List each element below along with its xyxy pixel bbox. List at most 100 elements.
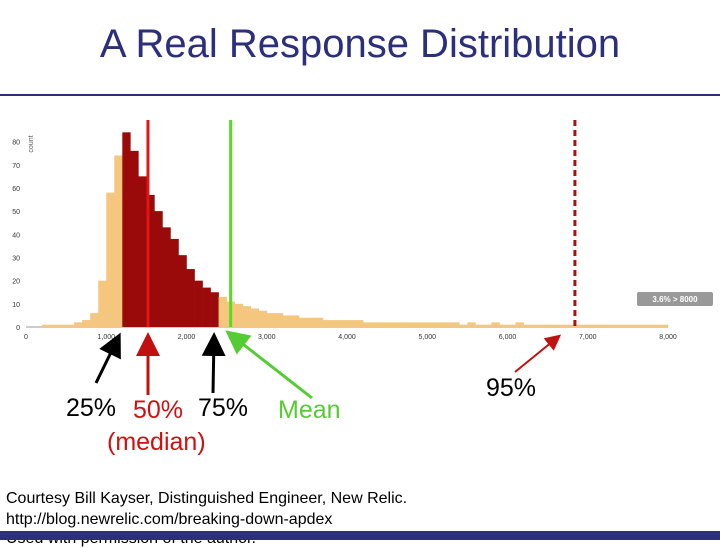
histogram-bar (274, 313, 284, 327)
histogram-bar (82, 320, 91, 327)
histogram-bar (555, 324, 564, 327)
histogram-bar (451, 322, 460, 327)
histogram-bar (58, 324, 67, 327)
y-axis: 0 10 20 30 40 50 60 70 80 count (12, 135, 35, 332)
histogram-bar (395, 322, 404, 327)
histogram-bar (338, 320, 348, 327)
histogram-bar (106, 192, 115, 327)
histogram-bar (186, 269, 195, 327)
histogram-bar (330, 320, 340, 327)
histogram-bar (202, 287, 211, 327)
histogram-bar (314, 317, 324, 327)
histogram-bar (66, 324, 75, 327)
label-median: (median) (107, 428, 206, 456)
histogram-bar (387, 322, 396, 327)
histogram-bar (282, 315, 292, 327)
x-tick-label: 5,000 (418, 334, 436, 341)
label-p50: 50% (133, 396, 184, 424)
y-axis-label: count (28, 135, 35, 152)
histogram-bar (619, 324, 629, 327)
histogram-bar (98, 280, 107, 327)
histogram-bar (347, 320, 356, 327)
histogram-bar (427, 322, 436, 327)
histogram-bars (42, 132, 669, 327)
y-tick-label: 60 (12, 186, 20, 193)
histogram-bar (322, 320, 332, 327)
histogram-bar (491, 322, 500, 327)
histogram-bar (499, 324, 508, 327)
y-tick-label: 70 (12, 163, 20, 170)
histogram-bar (515, 322, 524, 327)
histogram-bar (635, 324, 645, 327)
histogram-bar (146, 194, 155, 327)
x-axis: 0 1,000 2,000 3,000 4,000 5,000 6,000 7,000 8,00… (24, 326, 677, 341)
histogram-bar (459, 324, 468, 327)
histogram-bar (266, 313, 276, 327)
histogram-bar (50, 324, 59, 327)
title-divider (0, 94, 720, 96)
x-tick-label: 4,000 (338, 334, 356, 341)
label-mean: Mean (278, 396, 341, 424)
credit-line-1: Courtesy Bill Kayser, Distinguished Engi… (6, 490, 408, 507)
histogram-bar (403, 322, 412, 327)
histogram-bar (74, 322, 83, 327)
histogram-bar (210, 292, 219, 327)
histogram-bar (507, 324, 516, 327)
percentile-markers (146, 120, 577, 327)
x-tick-label: 2,000 (178, 334, 196, 341)
x-tick-label: 3,000 (258, 334, 276, 341)
label-p25: 25% (66, 394, 117, 422)
overflow-badge-bg (637, 292, 713, 306)
y-tick-label: 20 (12, 279, 20, 286)
histogram-bar (154, 211, 163, 327)
histogram-bar (371, 322, 380, 327)
y-tick-label: 50 (12, 209, 20, 216)
histogram-bar (435, 322, 444, 327)
histogram-bar (170, 238, 179, 327)
x-tick-label: 1,000 (97, 334, 115, 341)
histogram-bar (579, 324, 589, 327)
y-tick-label: 30 (12, 255, 20, 262)
overflow-badge: 3.6% > 8000 (637, 292, 713, 306)
histogram-bar (162, 227, 171, 327)
x-tick-label: 7,000 (579, 334, 597, 341)
histogram-bar (234, 303, 243, 327)
histogram-bar (114, 155, 123, 327)
histogram-bar (467, 322, 476, 327)
response-histogram: 0 10 20 30 40 50 60 70 80 count 0 1,000 2,000 3,000 4… (12, 120, 713, 341)
histogram-bar (194, 280, 203, 327)
histogram-bar (643, 324, 653, 327)
histogram-bar (42, 324, 51, 327)
y-tick-label: 80 (12, 140, 20, 147)
histogram-bar (443, 322, 452, 327)
slide-title: A Real Response Distribution (99, 22, 621, 66)
y-tick-label: 40 (12, 232, 20, 239)
x-tick-label: 8,000 (659, 334, 677, 341)
y-tick-label: 10 (12, 302, 20, 309)
histogram-bar (290, 315, 300, 327)
label-p75: 75% (198, 394, 249, 422)
histogram-bar (419, 322, 428, 327)
credit-text: Courtesy Bill Kayser, Distinguished Engi… (6, 488, 407, 530)
footer-bar (0, 531, 720, 540)
histogram-bar (355, 320, 364, 327)
histogram-bar (379, 322, 388, 327)
credit-link[interactable]: http://blog.newrelic.com/breaking-down-a… (6, 511, 333, 528)
histogram-bar (218, 296, 227, 327)
histogram-bar (306, 317, 316, 327)
histogram-bar (611, 324, 621, 327)
histogram-bar (90, 313, 99, 327)
histogram-bar (651, 324, 661, 327)
histogram-bar (523, 324, 532, 327)
histogram-bar (563, 324, 572, 327)
histogram-bar (659, 324, 669, 327)
histogram-bar (483, 324, 492, 327)
x-tick-label: 0 (24, 334, 28, 341)
histogram-bar (587, 324, 597, 327)
histogram-bar (531, 324, 540, 327)
histogram-bar (475, 324, 484, 327)
histogram-bar (178, 255, 187, 327)
histogram-bar (250, 308, 260, 327)
histogram-bar (627, 324, 637, 327)
histogram-bar (122, 132, 131, 327)
